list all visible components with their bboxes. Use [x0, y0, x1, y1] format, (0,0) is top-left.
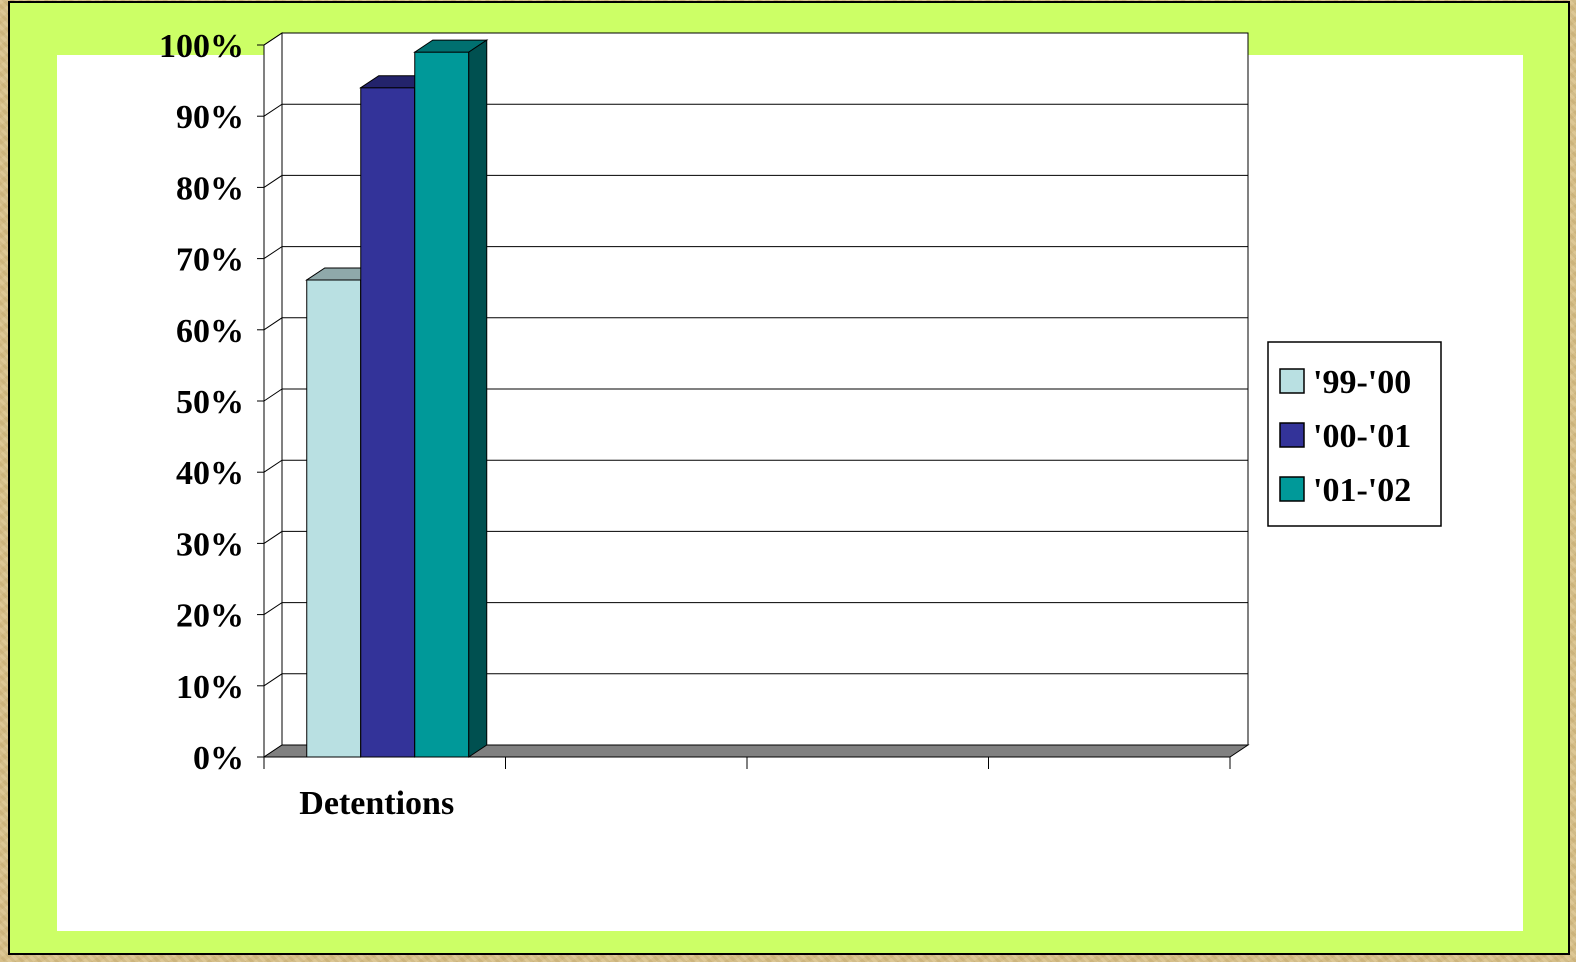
legend-swatch [1279, 368, 1305, 394]
bar-series-group [305, 39, 489, 758]
gridline [263, 174, 1248, 188]
y-tick-label: 80% [176, 170, 244, 207]
y-tick-label: 10% [176, 669, 244, 706]
legend-label: '99-'00 [1313, 364, 1411, 401]
x-tick-labels: Detentions [299, 785, 454, 822]
gridline [263, 530, 1248, 544]
y-tick-label: 0% [193, 740, 244, 777]
gridline [263, 32, 1248, 46]
bar-front [414, 51, 470, 758]
x-tick-label: Detentions [299, 785, 454, 822]
bar [413, 39, 489, 758]
legend-label: '01-'02 [1313, 472, 1411, 509]
gridline [263, 246, 1248, 260]
gridline [263, 317, 1248, 331]
gridline [263, 459, 1248, 473]
bar-front [306, 279, 362, 758]
y-tick-label: 50% [176, 384, 244, 421]
y-tick-label: 20% [176, 598, 244, 635]
y-tick-label: 100% [159, 28, 244, 65]
bar-side [468, 39, 488, 758]
chart-gridlines [263, 32, 1248, 687]
legend: '99-'00 '00-'01 '01-'02 [1267, 341, 1442, 527]
y-tick-label: 40% [176, 455, 244, 492]
legend-label: '00-'01 [1313, 418, 1411, 455]
y-tick-label: 30% [176, 526, 244, 563]
y-tick-labels: 0% 10% 20% 30% 40% 50% 60% 70% 80% 90% 100% [159, 28, 244, 777]
gridline [263, 388, 1248, 402]
gridline [263, 673, 1248, 687]
x-axis [263, 757, 1231, 769]
y-tick-label: 90% [176, 99, 244, 136]
gridline [263, 602, 1248, 616]
bar-front [360, 87, 416, 758]
legend-swatch [1279, 422, 1305, 448]
legend-swatch [1279, 476, 1305, 502]
y-tick-label: 70% [176, 242, 244, 279]
gridline [263, 103, 1248, 117]
y-tick-label: 60% [176, 313, 244, 350]
